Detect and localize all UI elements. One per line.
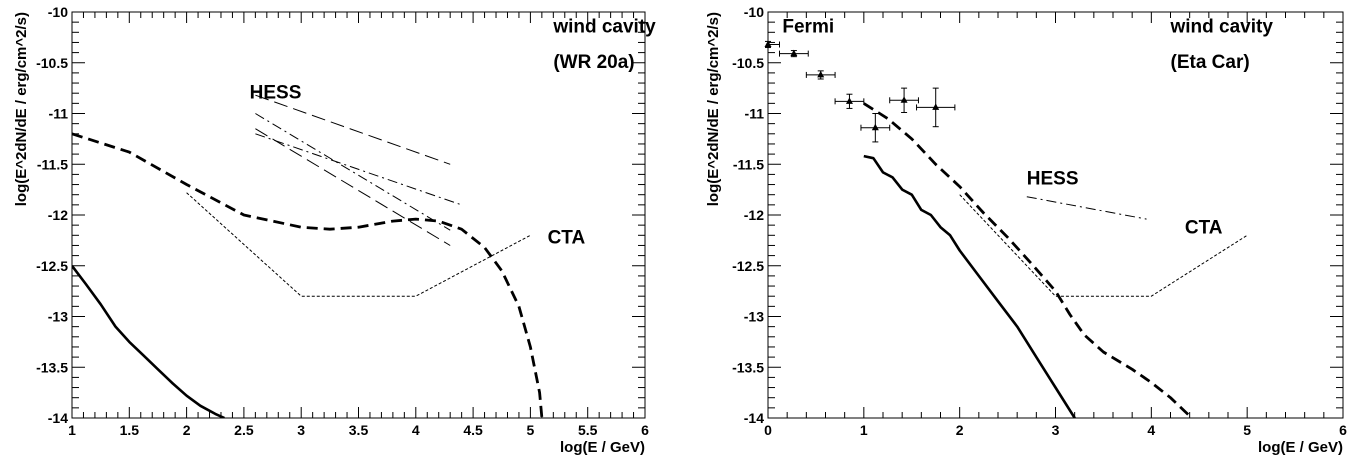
y-tick-label: -13.5 <box>732 359 764 375</box>
y-axis-title: log(E^2dN/dE / erg/cm^2/s) <box>13 12 30 206</box>
x-tick-label: 4 <box>1147 422 1155 438</box>
series-line-dotted-2 <box>959 194 1248 297</box>
y-tick-label: -12 <box>744 207 764 223</box>
fermi-data-point <box>860 113 891 143</box>
x-tick-label: 4 <box>412 422 420 438</box>
x-tick-label: 1.5 <box>120 422 140 438</box>
x-tick-label: 3 <box>1052 422 1060 438</box>
annotation-label: CTA <box>1185 217 1223 238</box>
left-chart-panel: 1 1.5 2 2.5 3 3.5 4 4.5 5 5.5 6 -10 -10.5 -11 -11.5 -12… <box>0 0 681 456</box>
annotation-label: wind cavity <box>1170 16 1274 37</box>
x-tick-label: 1 <box>68 422 76 438</box>
x-tick-label: 6 <box>641 422 649 438</box>
y-tick-label: -10 <box>48 4 68 20</box>
x-axis-title: log(E / GeV) <box>1258 439 1343 456</box>
x-tick-label: 4.5 <box>463 422 483 438</box>
x-tick-label: 5.5 <box>578 422 598 438</box>
triangle-marker <box>764 40 772 47</box>
x-tick-label: 3 <box>297 422 305 438</box>
triangle-marker <box>871 123 879 131</box>
plot-area <box>72 94 544 418</box>
wind-cavity-eta-car-chart: 0 1 2 3 4 5 6 -10 -10.5 -11 -11.5 -12 -12.5 -13 -13.5 -… <box>705 4 1347 456</box>
fermi-data-point <box>889 87 919 113</box>
x-tick-label: 0 <box>764 422 772 438</box>
annotation-label: Fermi <box>782 16 834 37</box>
y-tick-label: -10.5 <box>36 55 68 71</box>
plot-frame <box>71 11 646 419</box>
annotation-label: (Eta Car) <box>1171 52 1250 73</box>
series-line-thick-dash-1 <box>863 102 1191 418</box>
annotation-label: HESS <box>1027 169 1079 190</box>
annotation-label: CTA <box>548 227 586 248</box>
plot-frame <box>767 11 1344 419</box>
series-line-dash-dot-3 <box>1026 196 1147 220</box>
series-line-solid-0 <box>72 265 225 418</box>
triangle-marker <box>932 103 940 110</box>
annotation-label: wind cavity <box>552 16 656 37</box>
series-line-solid-0 <box>863 154 1077 418</box>
y-tick-label: -13 <box>744 309 764 325</box>
y-tick-label: -12.5 <box>732 258 764 274</box>
y-tick-label: -13.5 <box>36 359 68 375</box>
fermi-data-point <box>834 93 865 109</box>
series-line-dotted-2 <box>186 192 531 297</box>
y-tick-label: -11 <box>49 106 69 122</box>
fermi-data-point <box>764 40 780 49</box>
series-line-dash-dot-4 <box>255 133 462 206</box>
right-chart-panel: 0 1 2 3 4 5 6 -10 -10.5 -11 -11.5 -12 -12.5 -13 -13.5 -… <box>682 0 1363 456</box>
x-tick-label: 2.5 <box>234 422 254 438</box>
series-line-dash-dot-3 <box>255 113 451 231</box>
y-tick-label: -13 <box>48 309 68 325</box>
y-tick-label: -14 <box>48 410 68 426</box>
y-tick-label: -12 <box>48 207 68 223</box>
annotation-label: HESS <box>250 82 302 103</box>
y-tick-label: -10 <box>744 4 764 20</box>
triangle-marker <box>900 96 908 103</box>
triangle-marker <box>845 97 853 104</box>
y-tick-label: -10.5 <box>732 55 764 71</box>
x-tick-label: 1 <box>860 422 868 438</box>
x-axis-title: log(E / GeV) <box>560 439 645 456</box>
fermi-data-point <box>779 49 809 58</box>
series-line-long-dash-6 <box>255 94 451 165</box>
plot-area <box>863 102 1248 418</box>
y-axis-title: log(E^2dN/dE / erg/cm^2/s) <box>705 12 722 206</box>
triangle-marker <box>817 70 825 78</box>
x-tick-label: 3.5 <box>349 422 369 438</box>
x-tick-label: 2 <box>183 422 191 438</box>
annotation-label: (WR 20a) <box>553 52 634 73</box>
wind-cavity-wr20a-chart: 1 1.5 2 2.5 3 3.5 4 4.5 5 5.5 6 -10 -10.5 -11 -11.5 -12… <box>13 4 656 456</box>
x-tick-label: 5 <box>1243 422 1251 438</box>
x-tick-label: 5 <box>527 422 535 438</box>
fermi-data-point <box>916 87 956 128</box>
y-tick-label: -12.5 <box>36 258 68 274</box>
fermi-data-point <box>805 70 836 80</box>
y-tick-label: -14 <box>744 410 764 426</box>
y-tick-label: -11.5 <box>37 156 68 172</box>
series-line-thick-dash-1 <box>72 132 544 418</box>
y-tick-label: -11.5 <box>733 156 764 172</box>
y-tick-label: -11 <box>745 106 765 122</box>
series-line-long-dash-5 <box>255 128 451 246</box>
x-tick-label: 2 <box>956 422 964 438</box>
x-tick-label: 6 <box>1339 422 1347 438</box>
triangle-marker <box>790 49 798 57</box>
